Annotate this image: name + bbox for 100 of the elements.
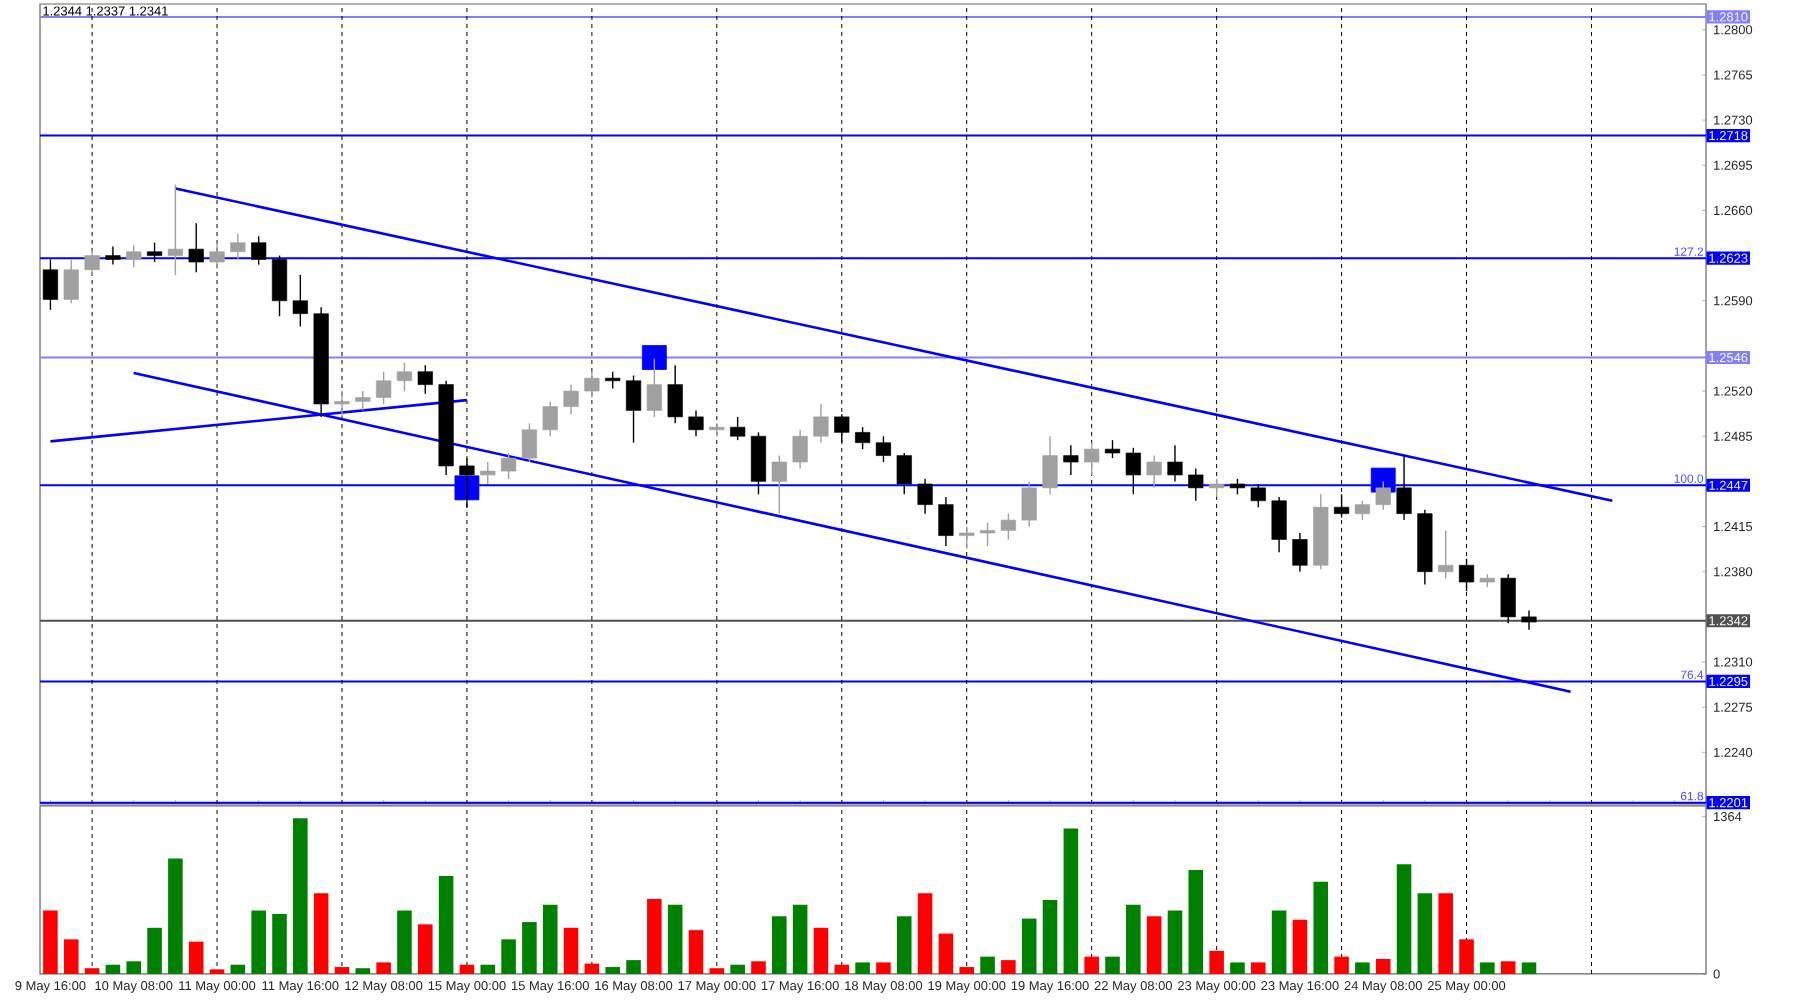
bar xyxy=(293,818,308,974)
bar xyxy=(876,962,891,974)
bar xyxy=(1021,918,1037,974)
candlestick xyxy=(625,374,642,444)
bar xyxy=(584,963,600,974)
candlestick xyxy=(1063,444,1079,476)
bar xyxy=(896,916,912,974)
bar xyxy=(251,910,266,974)
bar xyxy=(1105,956,1120,974)
bar xyxy=(230,964,246,974)
bar xyxy=(417,924,433,974)
bar xyxy=(1459,939,1474,974)
candlestick xyxy=(251,235,267,266)
bar xyxy=(459,964,475,974)
bar xyxy=(1126,904,1141,974)
bar xyxy=(1209,950,1224,974)
candlestick xyxy=(979,521,996,547)
bar xyxy=(84,968,100,974)
candlestick xyxy=(167,183,183,276)
bar xyxy=(147,927,162,974)
bar xyxy=(792,904,808,974)
bar xyxy=(605,967,620,974)
candlestick xyxy=(1021,480,1037,528)
bar xyxy=(1292,919,1308,974)
candlestick xyxy=(480,461,496,485)
bar xyxy=(272,913,287,974)
candlestick xyxy=(1188,467,1204,502)
bar xyxy=(126,961,142,974)
candlestick xyxy=(938,496,954,547)
candlestick xyxy=(146,241,163,263)
candlestick xyxy=(84,248,100,276)
candlestick xyxy=(188,222,204,274)
bar xyxy=(647,898,662,974)
candlestick xyxy=(667,364,683,425)
bar xyxy=(1500,961,1516,974)
bar xyxy=(563,927,579,974)
candlestick xyxy=(584,371,600,399)
bar xyxy=(522,922,537,974)
candlestick xyxy=(917,478,933,515)
candlestick xyxy=(1375,480,1391,511)
bar xyxy=(1001,960,1016,974)
bar xyxy=(1042,900,1058,974)
candlestick xyxy=(813,403,829,444)
point xyxy=(454,475,480,501)
bar xyxy=(105,964,121,974)
candlestick xyxy=(542,400,558,437)
candlestick xyxy=(875,435,892,463)
candlestick xyxy=(521,422,537,463)
candlestick xyxy=(105,245,121,266)
bar xyxy=(188,941,204,974)
bar xyxy=(438,875,454,974)
bar xyxy=(813,927,829,974)
candlestick xyxy=(792,429,808,470)
bar xyxy=(376,962,391,974)
bar xyxy=(626,960,641,974)
bar xyxy=(772,916,787,974)
candlestick xyxy=(355,390,371,412)
bar xyxy=(355,968,371,974)
bar xyxy=(688,930,704,974)
bar xyxy=(1396,864,1412,974)
bar xyxy=(834,964,850,974)
bar xyxy=(480,964,496,974)
bar xyxy=(1438,893,1453,974)
candlestick xyxy=(855,426,871,450)
bar xyxy=(43,910,58,974)
candlestick xyxy=(417,364,433,395)
candlestick xyxy=(1438,529,1454,579)
candlestick xyxy=(209,241,225,270)
candlestick xyxy=(334,390,350,418)
point xyxy=(641,345,667,370)
candlestick xyxy=(63,258,79,305)
bar xyxy=(1167,910,1183,974)
bar xyxy=(1417,893,1433,974)
bar xyxy=(667,904,683,974)
candlestick xyxy=(688,409,704,437)
bar xyxy=(709,968,725,974)
candlestick xyxy=(1084,441,1100,476)
candlestick xyxy=(501,452,517,480)
candlestick xyxy=(646,358,662,418)
candlestick xyxy=(1271,496,1287,554)
bar xyxy=(1355,962,1370,974)
bar xyxy=(168,858,183,974)
bar xyxy=(313,893,329,974)
candlestick xyxy=(730,416,746,441)
bar xyxy=(1375,958,1391,974)
bar xyxy=(1334,956,1349,974)
bar xyxy=(501,939,516,974)
bar xyxy=(959,967,975,974)
candlestick xyxy=(896,452,912,495)
bar xyxy=(1271,910,1287,974)
candlestick xyxy=(396,361,413,392)
bar xyxy=(1063,828,1079,974)
candlestick xyxy=(1500,573,1516,625)
bar xyxy=(1521,962,1537,974)
bar xyxy=(938,933,954,974)
candlestick xyxy=(1167,444,1183,483)
candlestick xyxy=(771,454,787,515)
candlestick xyxy=(1000,512,1016,541)
candlestick xyxy=(292,274,308,328)
candlestick xyxy=(42,258,59,311)
